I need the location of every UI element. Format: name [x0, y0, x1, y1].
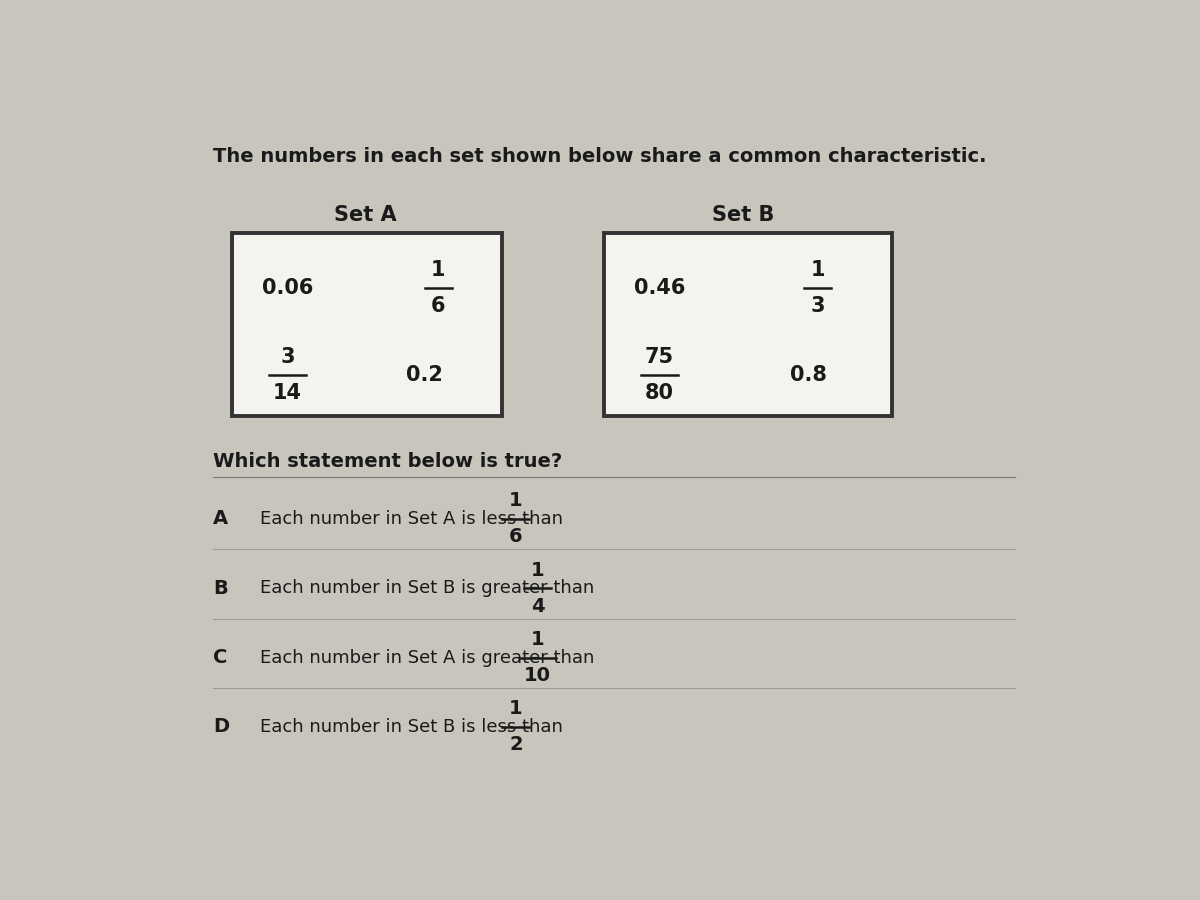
Text: 75: 75: [646, 346, 674, 367]
Text: Set A: Set A: [335, 205, 397, 225]
Text: 1: 1: [509, 491, 523, 510]
Text: 2: 2: [509, 735, 523, 754]
Text: C: C: [214, 648, 228, 667]
Text: 6: 6: [431, 296, 445, 316]
Text: 10: 10: [524, 666, 551, 685]
Text: 4: 4: [530, 597, 545, 616]
Text: 1: 1: [530, 630, 545, 649]
FancyBboxPatch shape: [604, 233, 892, 417]
Text: A: A: [214, 509, 228, 528]
Text: The numbers in each set shown below share a common characteristic.: The numbers in each set shown below shar…: [214, 147, 986, 166]
Text: Each number in Set A is less than: Each number in Set A is less than: [259, 510, 563, 528]
Text: Each number in Set B is greater than: Each number in Set B is greater than: [259, 580, 594, 598]
Text: 0.46: 0.46: [634, 278, 685, 298]
Text: 0.06: 0.06: [262, 278, 313, 298]
Text: B: B: [214, 579, 228, 598]
Text: Which statement below is true?: Which statement below is true?: [214, 452, 563, 471]
Text: 1: 1: [509, 699, 523, 718]
Text: D: D: [214, 717, 229, 736]
Text: 1: 1: [530, 561, 545, 580]
Text: 3: 3: [281, 346, 295, 367]
Text: Each number in Set A is greater than: Each number in Set A is greater than: [259, 649, 594, 667]
Text: 80: 80: [646, 382, 674, 403]
Text: 14: 14: [274, 382, 302, 403]
FancyBboxPatch shape: [232, 233, 502, 417]
Text: 6: 6: [509, 527, 523, 546]
Text: 0.2: 0.2: [406, 364, 443, 385]
Text: Set B: Set B: [712, 205, 774, 225]
Text: Each number in Set B is less than: Each number in Set B is less than: [259, 718, 563, 736]
Text: 3: 3: [810, 296, 824, 316]
Text: 1: 1: [810, 260, 824, 280]
Text: 0.8: 0.8: [790, 364, 827, 385]
Text: 1: 1: [431, 260, 445, 280]
